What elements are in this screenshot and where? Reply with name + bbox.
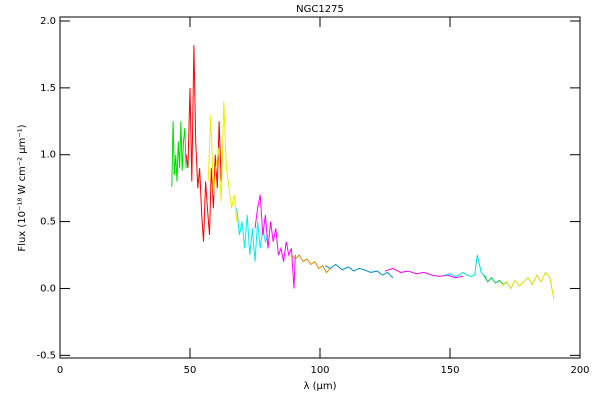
x-tick-label: 50 <box>184 365 197 376</box>
x-tick-label: 200 <box>570 365 589 376</box>
spectrum-line <box>207 101 238 222</box>
spectrum-line <box>501 271 555 300</box>
spectrum-line <box>324 263 394 279</box>
y-axis-label: Flux (10⁻¹⁸ W cm⁻² μm⁻¹) <box>17 124 28 251</box>
spectrum-line <box>185 45 222 242</box>
spectrum-line <box>291 254 331 274</box>
y-tick-label: 0.5 <box>40 217 56 228</box>
x-tick-label: 100 <box>310 365 329 376</box>
y-tick-label: 1.5 <box>40 83 56 94</box>
spectrum-line <box>483 274 508 286</box>
spectrum-line <box>171 121 187 187</box>
spectrum-line <box>444 254 487 279</box>
spectrum-line <box>254 194 296 289</box>
chart-title: NGC1275 <box>296 4 344 15</box>
x-tick-label: 0 <box>57 365 63 376</box>
spectrum-line <box>384 267 464 279</box>
y-tick-label: 0.0 <box>40 283 56 294</box>
x-tick-label: 150 <box>440 365 459 376</box>
y-tick-label: 2.0 <box>40 16 56 27</box>
x-axis-label: λ (μm) <box>303 381 336 392</box>
plot-frame <box>59 16 581 359</box>
spectrum-line <box>236 208 269 262</box>
y-tick-label: 1.0 <box>40 150 56 161</box>
y-tick-label: -0.5 <box>36 350 56 361</box>
